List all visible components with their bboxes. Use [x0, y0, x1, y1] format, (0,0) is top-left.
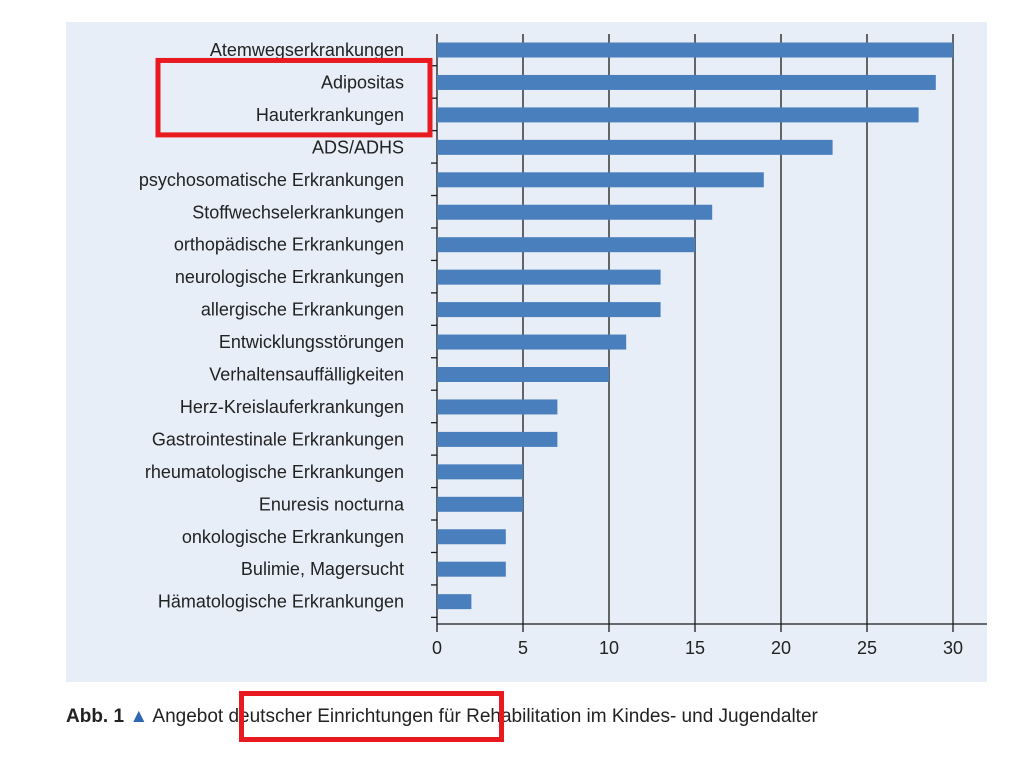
caption-figure-number: Abb. 1 — [66, 706, 125, 727]
bar — [437, 399, 558, 415]
x-tick-label: 10 — [599, 638, 619, 658]
category-label: Herz-Kreislauferkrankungen — [180, 397, 404, 417]
x-tick-label: 0 — [432, 638, 442, 658]
figure-panel: 0 5 10 15 20 25 30 Atemwegserkrankungen Adiposit… — [66, 22, 987, 682]
category-label: ADS/ADHS — [312, 137, 404, 157]
category-label: Atemwegserkrankungen — [210, 40, 404, 60]
bar — [437, 107, 919, 123]
bar — [437, 139, 833, 155]
category-label: psychosomatische Erkrankungen — [139, 170, 404, 190]
x-tick-label: 15 — [685, 638, 705, 658]
bar — [437, 529, 506, 545]
caption-text-after: für Rehabilitation im Kindes- und Jugend… — [438, 706, 818, 727]
category-label: onkologische Erkrankungen — [182, 527, 404, 547]
category-label: rheumatologische Erkrankungen — [145, 462, 404, 482]
caption-highlighted-text: deutscher Einrichtungen — [228, 706, 434, 727]
category-label: Verhaltensauffälligkeiten — [209, 365, 404, 385]
category-label: Entwicklungsstörungen — [219, 332, 404, 352]
x-tick-label: 5 — [518, 638, 528, 658]
bar — [437, 172, 764, 188]
bar — [437, 237, 695, 253]
x-tick-label: 30 — [943, 638, 963, 658]
bar-chart: 0 5 10 15 20 25 30 Atemwegserkrankungen Adiposit… — [139, 34, 987, 658]
category-label: Gastrointestinale Erkrankungen — [152, 429, 404, 449]
figure-caption: Abb. 1 ▲ Angebot deutscher Einrichtungen… — [66, 706, 818, 728]
category-label: orthopädische Erkrankungen — [174, 235, 404, 255]
category-label: allergische Erkrankungen — [201, 300, 404, 320]
category-label: Hauterkrankungen — [256, 105, 404, 125]
bar — [437, 594, 472, 610]
category-label: Bulimie, Magersucht — [241, 559, 404, 579]
caption-highlight-box — [239, 691, 504, 742]
bar — [437, 74, 936, 90]
bar — [437, 367, 609, 382]
category-label: Adipositas — [321, 72, 404, 92]
category-label: Stoffwechselerkrankungen — [192, 202, 404, 222]
category-label: neurologische Erkrankungen — [175, 267, 404, 287]
bar — [437, 302, 661, 318]
bar — [437, 464, 523, 480]
category-label: Hämatologische Erkrankungen — [158, 592, 404, 612]
bar — [437, 204, 713, 220]
bar — [437, 42, 953, 58]
caption-triangle-icon: ▲ — [129, 706, 149, 727]
bar — [437, 431, 558, 447]
bar — [437, 496, 523, 512]
bar — [437, 561, 506, 577]
x-tick-label: 25 — [857, 638, 877, 658]
category-label: Enuresis nocturna — [259, 494, 405, 514]
category-highlight-box — [155, 57, 433, 138]
bar — [437, 269, 661, 285]
x-tick-label: 20 — [771, 638, 791, 658]
caption-text-before: Angebot — [152, 706, 224, 727]
bar — [437, 334, 627, 350]
